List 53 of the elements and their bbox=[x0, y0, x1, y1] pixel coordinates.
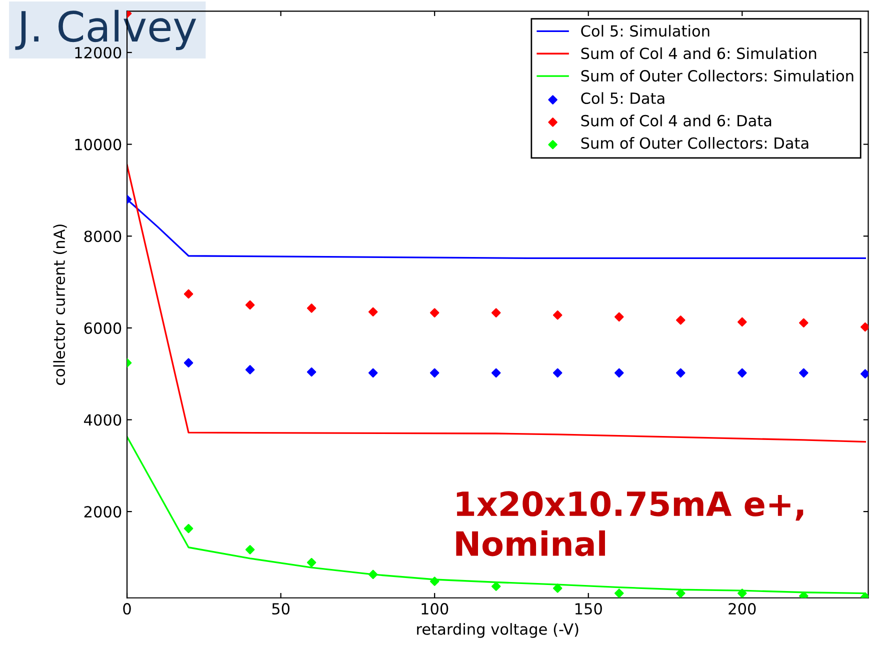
point bbox=[491, 308, 501, 318]
y-tick-label: 10000 bbox=[75, 138, 122, 150]
point bbox=[368, 307, 378, 316]
point bbox=[738, 588, 747, 598]
point bbox=[430, 576, 440, 586]
point bbox=[430, 308, 440, 318]
point bbox=[491, 368, 501, 378]
point bbox=[430, 368, 440, 378]
x-tick-label: 50 bbox=[272, 603, 290, 615]
y-axis-title: collector current (nA) bbox=[53, 224, 67, 385]
x-tick-label: 0 bbox=[123, 603, 131, 615]
point bbox=[614, 588, 624, 598]
y-tick-label: 4000 bbox=[84, 414, 122, 426]
point bbox=[552, 584, 562, 593]
point bbox=[614, 368, 624, 378]
legend-label: Col 5: Simulation bbox=[581, 24, 710, 37]
point bbox=[306, 304, 316, 313]
y-tick-label: 2000 bbox=[84, 506, 122, 518]
point bbox=[245, 545, 255, 554]
legend-label: Sum of Col 4 and 6: Data bbox=[581, 114, 772, 126]
point bbox=[738, 368, 747, 378]
point bbox=[245, 365, 255, 374]
point bbox=[799, 318, 808, 328]
point bbox=[676, 316, 686, 325]
y-tick-label: 6000 bbox=[84, 322, 122, 334]
point bbox=[306, 367, 316, 377]
point bbox=[552, 368, 562, 378]
point bbox=[799, 591, 808, 598]
x-tick-label: 100 bbox=[422, 603, 448, 615]
point bbox=[676, 588, 686, 598]
line-series bbox=[127, 164, 866, 443]
legend-label: Sum of Outer Collectors: Data bbox=[581, 137, 808, 149]
y-tick-label: 8000 bbox=[84, 230, 122, 242]
point bbox=[491, 582, 501, 592]
point bbox=[799, 368, 808, 378]
point bbox=[245, 300, 255, 310]
legend-label: Sum of Col 4 and 6: Simulation bbox=[581, 47, 816, 60]
point bbox=[368, 368, 378, 378]
point bbox=[368, 570, 378, 580]
point bbox=[676, 368, 686, 378]
x-tick-label: 150 bbox=[575, 603, 602, 615]
x-tick-label: 200 bbox=[728, 603, 756, 615]
point bbox=[184, 289, 194, 299]
point bbox=[738, 317, 747, 327]
legend-label: Col 5: Data bbox=[581, 92, 664, 104]
x-axis-title: retarding voltage (-V) bbox=[417, 623, 578, 638]
point bbox=[306, 558, 316, 568]
point bbox=[614, 312, 624, 322]
point bbox=[552, 310, 562, 320]
point bbox=[184, 524, 194, 534]
annotation: 1x20x10.75mA e+, Nominal bbox=[456, 491, 804, 556]
point bbox=[184, 358, 194, 368]
legend-label: Sum of Outer Collectors: Simulation bbox=[581, 70, 854, 82]
